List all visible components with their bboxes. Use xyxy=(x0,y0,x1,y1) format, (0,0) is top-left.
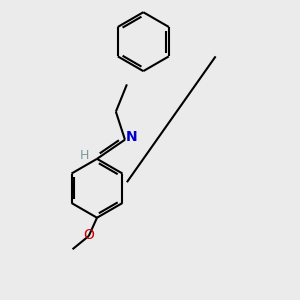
Text: H: H xyxy=(80,149,89,162)
Text: O: O xyxy=(83,228,94,242)
Text: N: N xyxy=(126,130,138,144)
